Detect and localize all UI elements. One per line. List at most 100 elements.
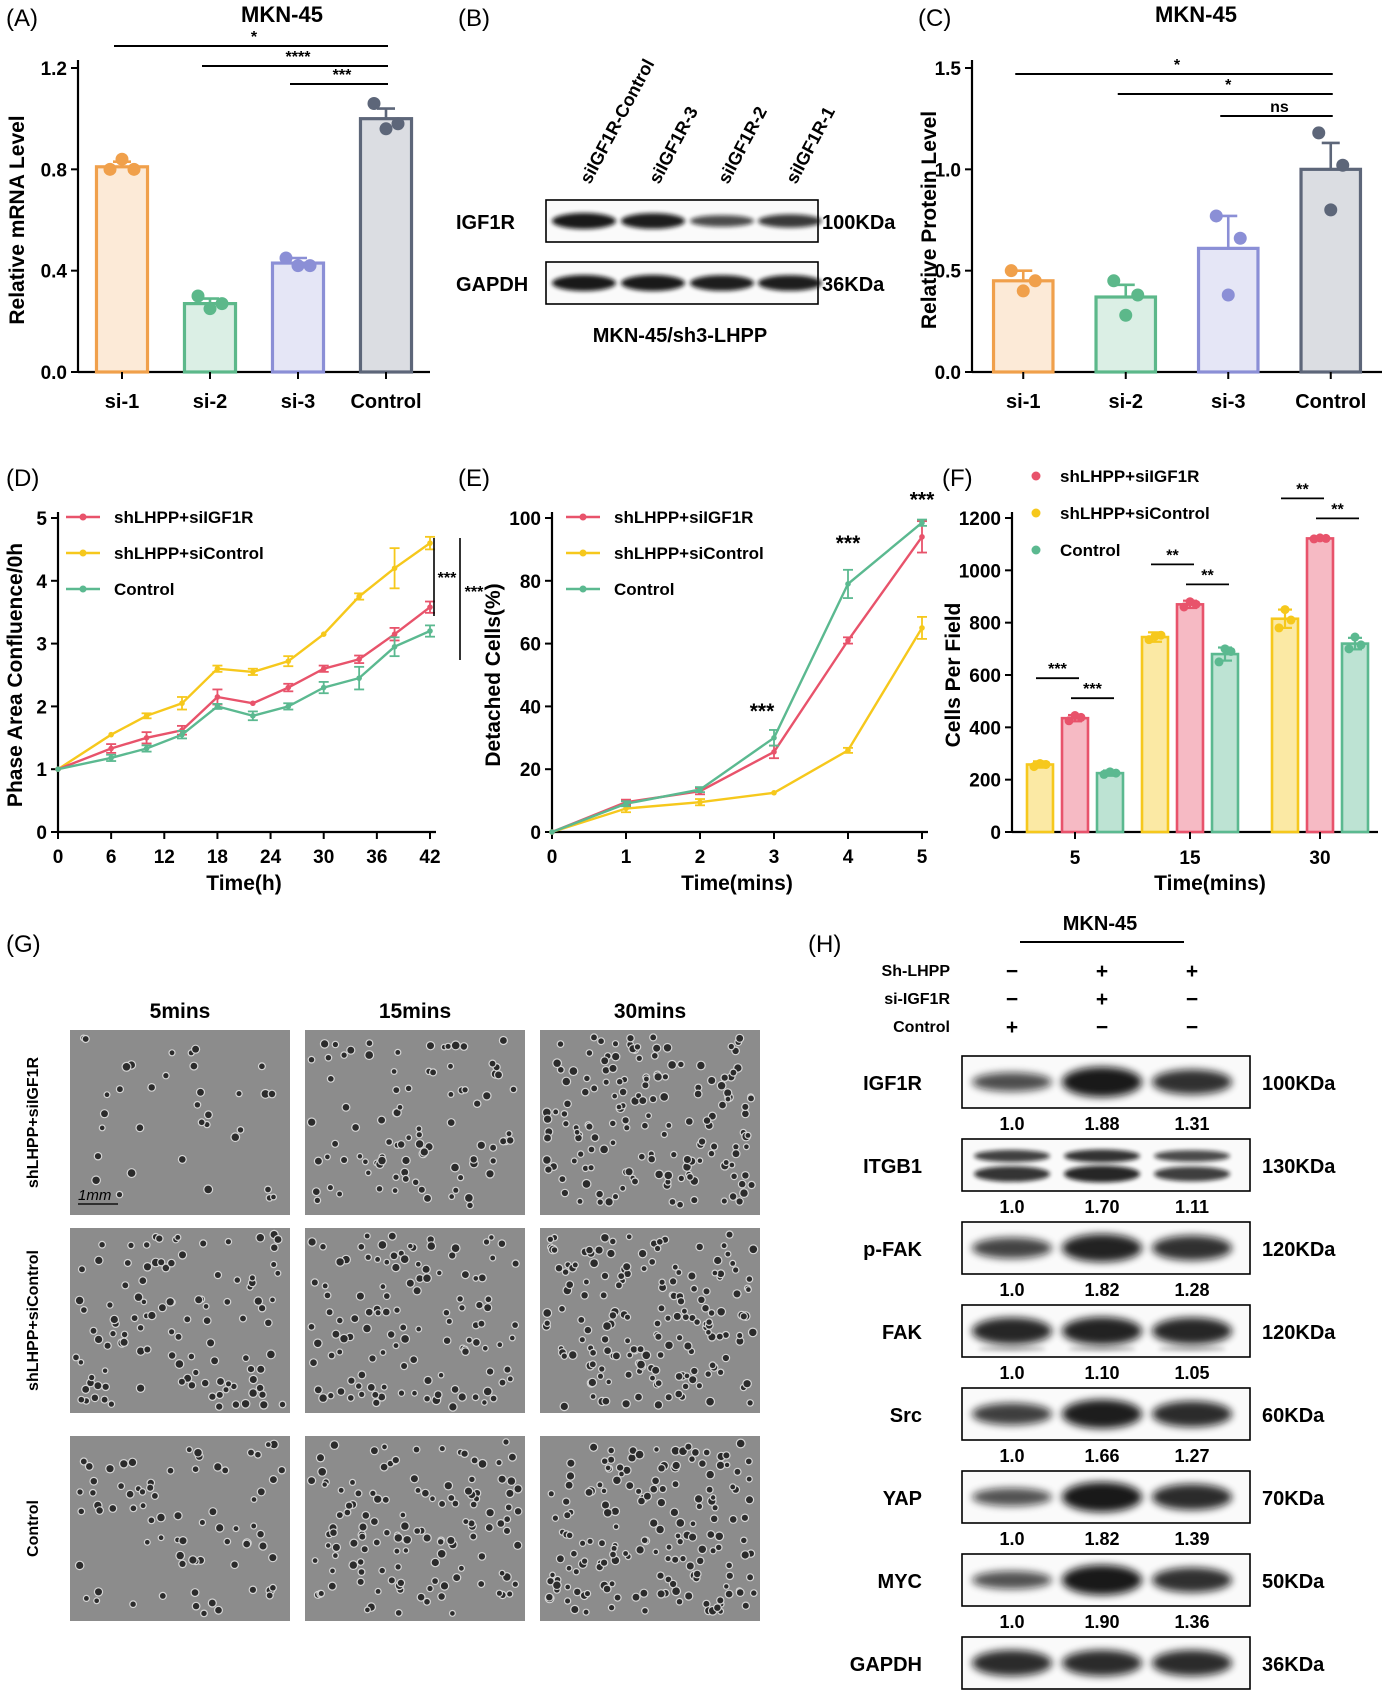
cell <box>601 1559 608 1566</box>
data-point <box>391 117 405 131</box>
blot-quant-value: 1.31 <box>1174 1114 1209 1134</box>
cell <box>650 1519 658 1527</box>
cell <box>99 1125 105 1131</box>
cell <box>595 1246 603 1254</box>
cell <box>110 1315 118 1324</box>
cell <box>503 1439 509 1445</box>
cell <box>730 1484 736 1490</box>
blot-quant-value: 1.0 <box>999 1363 1024 1383</box>
cell <box>650 1375 655 1381</box>
cell <box>338 1487 344 1493</box>
cell <box>703 1117 711 1124</box>
cell <box>689 1456 695 1462</box>
cell <box>397 1579 404 1586</box>
cell <box>676 1599 683 1605</box>
cell <box>728 1043 734 1050</box>
cell <box>270 1297 275 1303</box>
cell <box>126 1490 134 1498</box>
x-tick-label: 24 <box>260 847 282 868</box>
cell <box>632 1178 638 1185</box>
cell <box>547 1578 554 1585</box>
cell <box>506 1489 514 1497</box>
cell <box>588 1378 597 1387</box>
cell <box>314 1197 320 1203</box>
bar <box>1025 763 1055 834</box>
cell <box>644 1076 649 1082</box>
series-point <box>919 625 925 631</box>
cell <box>473 1339 480 1346</box>
cell <box>650 1096 657 1103</box>
cell <box>418 1186 425 1193</box>
data-point <box>115 152 129 166</box>
cell <box>76 1561 84 1569</box>
bar <box>1140 635 1170 834</box>
cell <box>402 1176 409 1182</box>
cell <box>473 1276 479 1281</box>
lane-label: siIGF1R-Control <box>576 56 658 187</box>
condition-sign: + <box>1186 960 1198 983</box>
cell <box>572 1262 578 1268</box>
cell <box>259 1542 267 1550</box>
cell <box>169 1050 175 1056</box>
y-axis-label: Detached Cells(%) <box>482 583 505 766</box>
cell <box>271 1262 277 1267</box>
legend-marker <box>579 513 587 521</box>
cell <box>347 1046 355 1054</box>
cell <box>209 1508 217 1516</box>
cell <box>415 1488 421 1493</box>
cell <box>166 1298 174 1306</box>
cell <box>199 1520 205 1525</box>
image-row-label: shLHPP+siIGF1R <box>25 1056 42 1188</box>
blot-band <box>972 1650 1052 1676</box>
blot-band <box>1152 1567 1232 1593</box>
cell <box>733 1144 739 1150</box>
cell <box>256 1234 264 1242</box>
y-tick-label: 2 <box>36 697 47 718</box>
cell <box>617 1079 623 1085</box>
cell <box>673 1312 681 1320</box>
cell <box>651 1240 658 1247</box>
cell <box>348 1395 354 1401</box>
cell <box>89 1374 95 1381</box>
cell <box>122 1063 131 1071</box>
cell <box>716 1333 723 1340</box>
cell <box>611 1556 620 1565</box>
cell <box>179 1560 186 1567</box>
significance-label: * <box>1174 57 1181 74</box>
cell <box>198 1119 205 1126</box>
cell <box>375 1257 380 1262</box>
cell <box>732 1047 739 1055</box>
cell <box>658 1305 665 1312</box>
cell <box>591 1134 599 1141</box>
cell <box>684 1342 692 1350</box>
cell <box>462 1087 468 1093</box>
cell <box>379 1567 385 1574</box>
panel-label-c: (C) <box>918 5 951 32</box>
cell <box>709 1112 716 1120</box>
image-column-label: 30mins <box>614 1000 686 1023</box>
cell <box>618 1273 625 1279</box>
cell <box>266 1592 273 1599</box>
cell <box>328 1582 336 1590</box>
condition-sign: + <box>1006 1016 1018 1039</box>
cell <box>677 1201 683 1208</box>
cell <box>736 1034 744 1042</box>
cell <box>175 1235 181 1240</box>
cell <box>707 1531 715 1538</box>
cell <box>259 1063 265 1070</box>
cell <box>317 1454 324 1462</box>
cell <box>224 1538 230 1545</box>
cell <box>731 1173 737 1180</box>
cell <box>484 1304 492 1312</box>
cell <box>636 1093 642 1099</box>
cell <box>95 1256 103 1264</box>
x-tick-label: si-3 <box>1211 391 1245 413</box>
cell <box>665 1341 673 1350</box>
cell <box>174 1512 182 1520</box>
cell <box>548 1491 554 1497</box>
cell <box>569 1351 577 1359</box>
cell <box>449 1403 457 1411</box>
cell <box>384 1530 390 1536</box>
cell <box>434 1391 442 1398</box>
cell <box>271 1194 276 1200</box>
